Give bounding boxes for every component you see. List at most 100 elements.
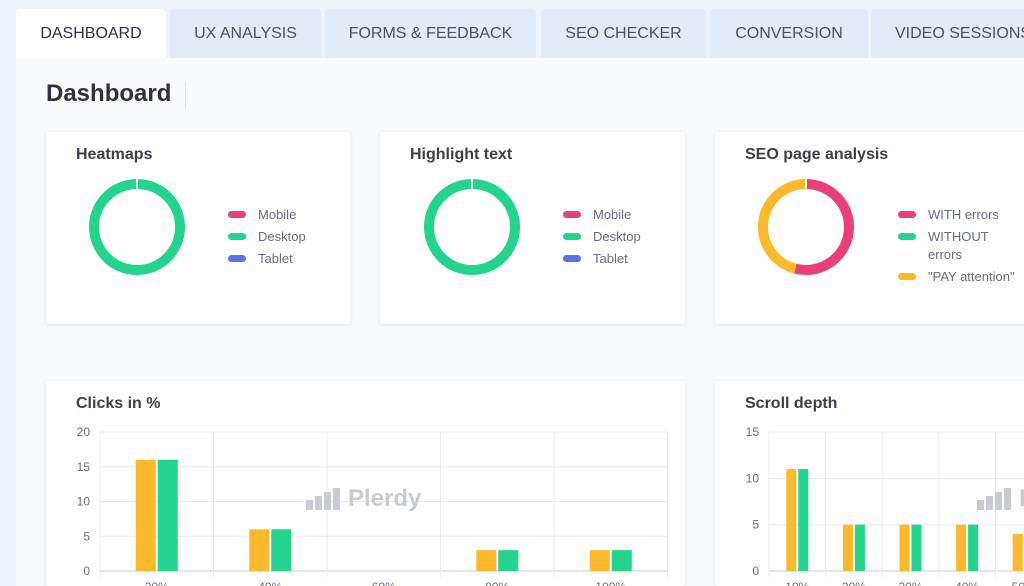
- bar-10pct-s1[interactable]: [786, 469, 797, 571]
- legend-swatch: [228, 255, 246, 262]
- legend-label: Mobile: [258, 207, 297, 222]
- x-tick-label: 60%: [372, 580, 396, 586]
- x-tick-label: 30%: [898, 580, 922, 586]
- legend-label: WITH errors: [928, 207, 999, 222]
- x-tick-label: 80%: [485, 580, 509, 586]
- legend-item-pay-attention[interactable]: "PAY attention": [898, 268, 1015, 286]
- legend-item-mobile[interactable]: Mobile: [228, 206, 296, 224]
- bar-100pct-s1[interactable]: [589, 550, 610, 571]
- legend-item-mobile[interactable]: Mobile: [563, 206, 631, 224]
- highlight-title: Highlight text: [410, 146, 513, 163]
- legend-swatch: [563, 255, 581, 262]
- legend-swatch: [898, 233, 916, 240]
- bar-40pct-s1[interactable]: [956, 524, 967, 571]
- clicks-title: Clicks in %: [76, 395, 161, 412]
- y-tick-label: 5: [752, 518, 759, 532]
- heatmaps-card: Heatmaps Mobile Desktop Tablet: [46, 132, 350, 324]
- x-tick-label: 100%: [595, 580, 626, 586]
- y-tick-label: 10: [77, 495, 91, 509]
- tab-forms-feedback[interactable]: FORMS & FEEDBACK: [325, 9, 536, 58]
- y-tick-label: 10: [746, 471, 760, 485]
- bar-40pct-s2[interactable]: [271, 529, 292, 571]
- heatmaps-donut: [89, 178, 185, 275]
- watermark-text: Plerdy: [1019, 485, 1024, 513]
- seo-donut: [758, 178, 854, 275]
- heatmaps-title: Heatmaps: [76, 146, 153, 163]
- bar-10pct-s2[interactable]: [798, 469, 809, 571]
- x-tick-label: 40%: [258, 580, 282, 586]
- page-title: Dashboard: [46, 80, 172, 107]
- bar-80pct-s1[interactable]: [476, 550, 497, 571]
- y-tick-label: 15: [77, 460, 91, 474]
- legend-swatch: [563, 211, 581, 218]
- watermark-text: Plerdy: [348, 485, 422, 512]
- tab-seo-checker[interactable]: SEO CHECKER: [541, 9, 706, 58]
- legend-item-tablet[interactable]: Tablet: [228, 250, 293, 268]
- donut-slice-desktop[interactable]: [424, 179, 520, 275]
- legend-swatch: [563, 233, 581, 240]
- scroll-title: Scroll depth: [745, 395, 838, 412]
- watermark-logo: Plerdy: [306, 485, 421, 513]
- legend-swatch: [228, 211, 246, 218]
- watermark-logo: Plerdy: [977, 485, 1024, 513]
- legend-item-desktop[interactable]: Desktop: [563, 228, 641, 246]
- legend-label: "PAY attention": [928, 269, 1015, 284]
- bar-30pct-s1[interactable]: [899, 524, 910, 571]
- bar-80pct-s2[interactable]: [498, 550, 519, 571]
- legend-label: Mobile: [593, 207, 632, 222]
- tab-conversion[interactable]: CONVERSION: [710, 9, 868, 58]
- legend-label: Desktop: [593, 229, 641, 244]
- y-tick-label: 5: [83, 529, 90, 543]
- bar-40pct-s2[interactable]: [968, 524, 979, 571]
- x-tick-label: 20%: [145, 580, 169, 586]
- legend-item-tablet[interactable]: Tablet: [563, 250, 628, 268]
- bar-50pct-s1[interactable]: [1012, 533, 1023, 571]
- bar-30pct-s2[interactable]: [911, 524, 922, 571]
- x-tick-label: 20%: [842, 580, 866, 586]
- bar-40pct-s1[interactable]: [249, 529, 270, 571]
- donut-slice-desktop[interactable]: [89, 179, 185, 275]
- seo-card: SEO page analysis WITH errors WITHOUT er…: [715, 132, 1024, 324]
- donut-slice-pay-attention[interactable]: [758, 179, 807, 274]
- y-tick-label: 15: [746, 425, 760, 439]
- bar-20pct-s2[interactable]: [854, 524, 865, 571]
- legend-swatch: [228, 233, 246, 240]
- x-tick-label: 50%: [1012, 580, 1024, 586]
- legend-label: WITHOUT errors: [928, 229, 989, 262]
- y-tick-label: 0: [83, 564, 90, 578]
- bar-100pct-s2[interactable]: [611, 550, 632, 571]
- legend-label: Tablet: [593, 251, 628, 266]
- seo-legend: WITH errors WITHOUT errors "PAY attentio…: [898, 206, 1024, 296]
- bar-20pct-s2[interactable]: [157, 459, 178, 571]
- legend-item-without-errors[interactable]: WITHOUT errors: [898, 228, 998, 264]
- donut-slice-with-errors[interactable]: [794, 179, 854, 275]
- y-tick-label: 20: [77, 425, 91, 439]
- bar-20pct-s1[interactable]: [842, 524, 853, 571]
- plerdy-logo-icon: [306, 488, 340, 510]
- legend-label: Tablet: [258, 251, 293, 266]
- x-tick-label: 10%: [785, 580, 809, 586]
- legend-label: Desktop: [258, 229, 306, 244]
- clicks-card: Clicks in % 0 5 10 15 20 20% 40% 60% 80% 100% Ple…: [46, 381, 685, 586]
- title-divider: [185, 82, 186, 108]
- scroll-card: Scroll depth 0 5 10 15 10% 20% 30% 40% 50% Plerd…: [715, 381, 1024, 586]
- tab-ux-analysis[interactable]: UX ANALYSIS: [170, 9, 321, 58]
- x-tick-label: 40%: [955, 580, 979, 586]
- bar-20pct-s1[interactable]: [135, 459, 156, 571]
- y-tick-label: 0: [752, 564, 759, 578]
- clicks-bar-chart: 0 5 10 15 20 20% 40% 60% 80% 100%: [77, 425, 668, 586]
- seo-title: SEO page analysis: [745, 146, 889, 163]
- legend-item-with-errors[interactable]: WITH errors: [898, 206, 999, 224]
- scroll-bar-chart: 0 5 10 15 10% 20% 30% 40% 50%: [746, 425, 1024, 586]
- legend-swatch: [898, 273, 916, 280]
- heatmaps-legend: Mobile Desktop Tablet: [228, 206, 348, 276]
- tab-video-sessions[interactable]: VIDEO SESSIONS: [871, 9, 1024, 58]
- tab-dashboard[interactable]: DASHBOARD: [16, 9, 166, 58]
- plerdy-logo-icon: [977, 488, 1011, 510]
- highlight-legend: Mobile Desktop Tablet: [563, 206, 683, 276]
- top-tabs: DASHBOARD UX ANALYSIS FORMS & FEEDBACK S…: [16, 9, 1024, 58]
- legend-swatch: [898, 211, 916, 218]
- highlight-donut: [424, 178, 520, 275]
- highlight-card: Highlight text Mobile Desktop Tablet: [380, 132, 685, 324]
- legend-item-desktop[interactable]: Desktop: [228, 228, 306, 246]
